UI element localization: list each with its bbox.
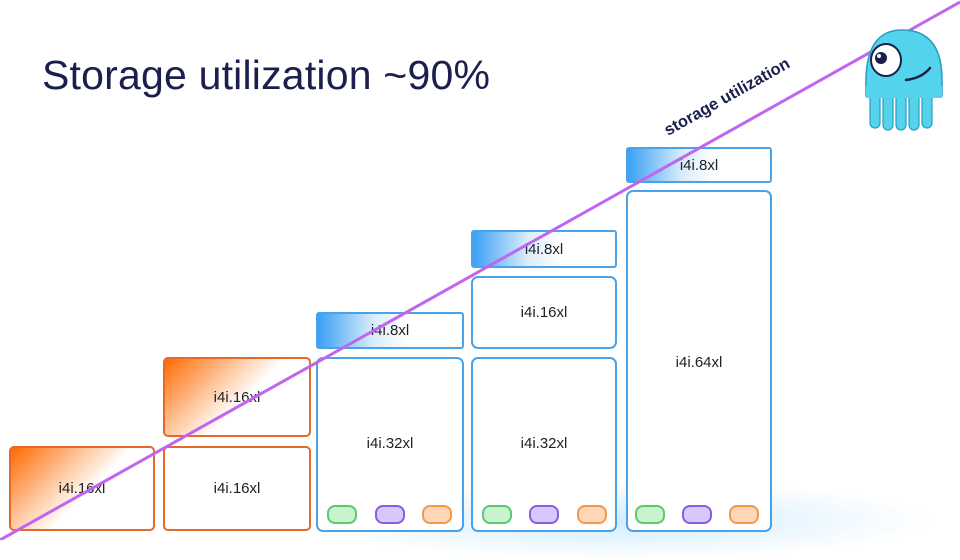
shard-green bbox=[327, 505, 357, 524]
shard-purple bbox=[529, 505, 559, 524]
node-col4-middle: i4i.16xl bbox=[471, 276, 617, 349]
node-col3-bottom: i4i.32xl bbox=[316, 357, 464, 532]
shard-green bbox=[635, 505, 665, 524]
shard-orange bbox=[729, 505, 759, 524]
utilization-line bbox=[0, 0, 960, 540]
node-col5-bottom: i4i.64xl bbox=[626, 190, 772, 532]
shard-purple bbox=[375, 505, 405, 524]
node-label: i4i.8xl bbox=[679, 156, 719, 174]
page-title: Storage utilization ~90% bbox=[42, 52, 491, 98]
node-col2-bottom: i4i.16xl bbox=[163, 446, 311, 531]
node-label: i4i.16xl bbox=[213, 480, 261, 497]
scylla-mascot-icon bbox=[865, 29, 943, 131]
shard-green bbox=[482, 505, 512, 524]
node-col4-bottom: i4i.32xl bbox=[471, 357, 617, 532]
node-label: i4i.64xl bbox=[675, 353, 723, 371]
utilization-line-layer: storage utilization bbox=[0, 0, 960, 540]
node-label: i4i.32xl bbox=[520, 435, 568, 452]
shard-orange bbox=[422, 505, 452, 524]
node-label: i4i.32xl bbox=[366, 435, 414, 452]
node-label: i4i.16xl bbox=[58, 480, 106, 497]
shard-purple bbox=[682, 505, 712, 524]
node-col1-top: i4i.16xl bbox=[9, 446, 155, 531]
node-label: i4i.16xl bbox=[520, 304, 568, 321]
shard-orange bbox=[577, 505, 607, 524]
node-label: i4i.8xl bbox=[524, 240, 564, 258]
node-col2-top: i4i.16xl bbox=[163, 357, 311, 437]
